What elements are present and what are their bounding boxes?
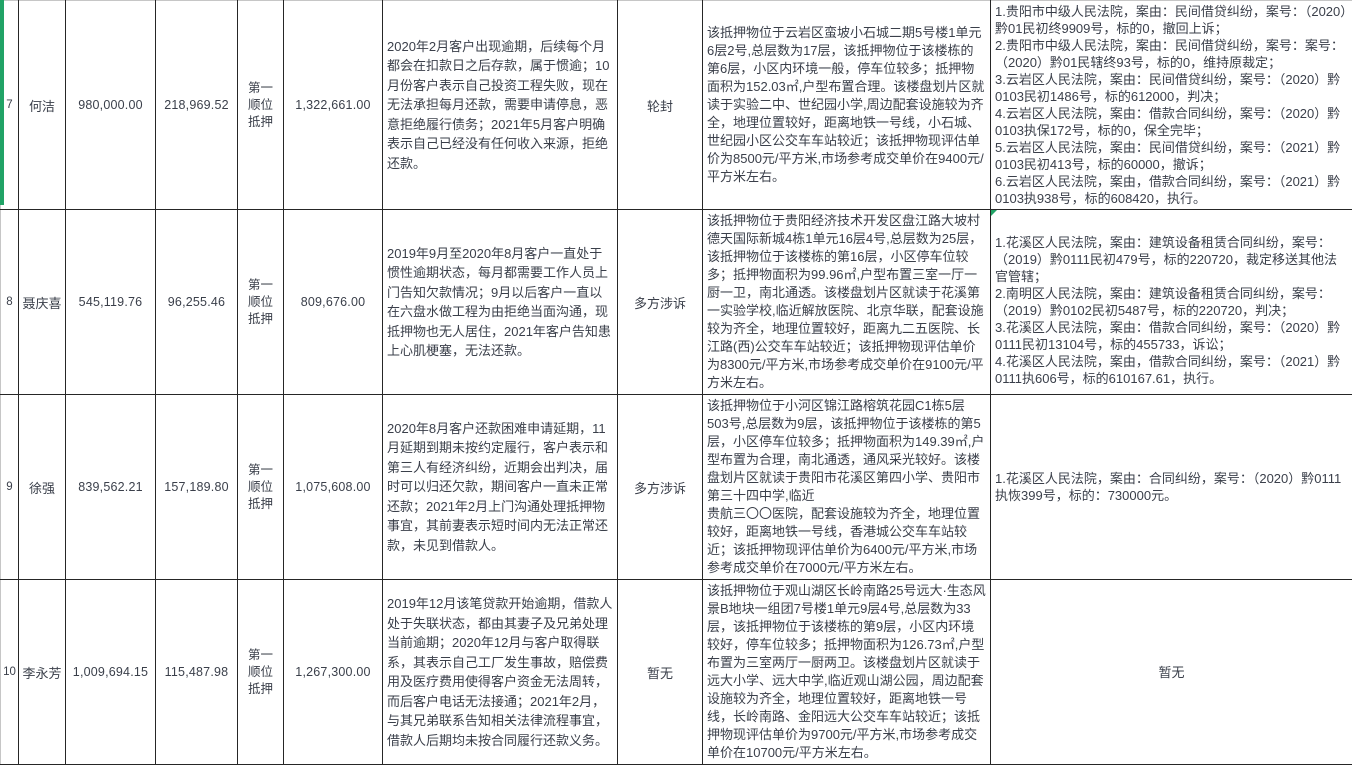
litigation-records-cell[interactable]: 暂无 [991,580,1352,765]
borrower-name-cell[interactable]: 何洁 [19,1,66,210]
lien-position-cell[interactable]: 第一顺位抵押 [238,580,284,765]
spreadsheet-grid: 7 何洁 980,000.00 218,969.52 第一顺位抵押 1,322,… [0,0,1352,727]
litigation-records-text: 1.花溪区人民法院，案由：建筑设备租赁合同纠纷，案号：（2019）黔0111民初… [995,235,1340,386]
overdue-amount-cell[interactable]: 96,255.46 [156,210,238,395]
appraisal-value-cell[interactable]: 1,075,608.00 [284,395,383,580]
active-row-indicator [0,0,4,205]
litigation-records-cell[interactable]: 1.贵阳市中级人民法院，案由：民间借贷纠纷，案号：（2020）黔01民初终990… [991,1,1352,210]
lien-position-cell[interactable]: 第一顺位抵押 [238,210,284,395]
seizure-status-cell[interactable]: 轮封 [618,1,703,210]
seizure-status-cell[interactable]: 暂无 [618,580,703,765]
appraisal-value-cell[interactable]: 809,676.00 [284,210,383,395]
collateral-description-cell[interactable]: 该抵押物位于云岩区蛮坡小石城二期5号楼1单元6层2号,总层数为17层，该抵押物位… [703,1,991,210]
row-number-cell[interactable]: 8 [1,210,19,395]
collateral-description-cell[interactable]: 该抵押物位于小河区锦江路榕筑花园C1栋5层503号,总层数为9层，该抵押物位于该… [703,395,991,580]
collateral-description-cell[interactable]: 该抵押物位于贵阳经济技术开发区盘江路大坡村德天国际新城4栋1单元16层4号,总层… [703,210,991,395]
green-corner-marker-icon [991,210,997,216]
table-row: 9 徐强 839,562.21 157,189.80 第一顺位抵押 1,075,… [1,395,1352,580]
table-row: 8 聂庆喜 545,119.76 96,255.46 第一顺位抵押 809,67… [1,210,1352,395]
collection-notes-cell[interactable]: 2020年2月客户出现逾期，后续每个月都会在扣款日之后存款，属于惯逾；10月份客… [383,1,618,210]
lien-position-cell[interactable]: 第一顺位抵押 [238,1,284,210]
loan-balance-cell[interactable]: 980,000.00 [66,1,156,210]
collection-notes-cell[interactable]: 2020年8月客户还款困难申请延期，11月延期到期未按约定履行，客户表示和第三人… [383,395,618,580]
overdue-amount-cell[interactable]: 115,487.98 [156,580,238,765]
borrower-name-cell[interactable]: 李永芳 [19,580,66,765]
litigation-records-cell[interactable]: 1.花溪区人民法院，案由：建筑设备租赁合同纠纷，案号：（2019）黔0111民初… [991,210,1352,395]
collection-notes-cell[interactable]: 2019年9月至2020年8月客户一直处于惯性逾期状态，每月都需要工作人员上门告… [383,210,618,395]
row-number-cell[interactable]: 9 [1,395,19,580]
seizure-status-cell[interactable]: 多方涉诉 [618,210,703,395]
row-number-cell[interactable]: 10 [1,580,19,765]
loan-balance-cell[interactable]: 839,562.21 [66,395,156,580]
lien-position-cell[interactable]: 第一顺位抵押 [238,395,284,580]
seizure-status-cell[interactable]: 多方涉诉 [618,395,703,580]
collection-notes-cell[interactable]: 2019年12月该笔贷款开始逾期，借款人处于失联状态，都由其妻子及兄弟处理当前逾… [383,580,618,765]
loan-balance-cell[interactable]: 1,009,694.15 [66,580,156,765]
litigation-records-cell[interactable]: 1.花溪区人民法院，案由：合同纠纷，案号：（2020）黔0111执恢399号，标… [991,395,1352,580]
borrower-name-cell[interactable]: 徐强 [19,395,66,580]
appraisal-value-cell[interactable]: 1,267,300.00 [284,580,383,765]
collateral-description-cell[interactable]: 该抵押物位于观山湖区长岭南路25号远大·生态风景B地块一组团7号楼1单元9层4号… [703,580,991,765]
table-row: 10 李永芳 1,009,694.15 115,487.98 第一顺位抵押 1,… [1,580,1352,765]
borrower-name-cell[interactable]: 聂庆喜 [19,210,66,395]
loan-balance-cell[interactable]: 545,119.76 [66,210,156,395]
overdue-amount-cell[interactable]: 157,189.80 [156,395,238,580]
overdue-amount-cell[interactable]: 218,969.52 [156,1,238,210]
appraisal-value-cell[interactable]: 1,322,661.00 [284,1,383,210]
table-row: 7 何洁 980,000.00 218,969.52 第一顺位抵押 1,322,… [1,1,1352,210]
